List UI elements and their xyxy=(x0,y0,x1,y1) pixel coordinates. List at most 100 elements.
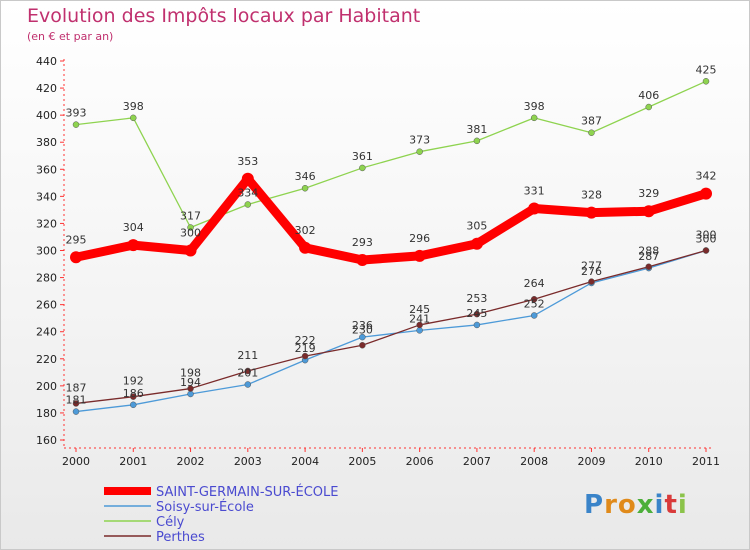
data-label: 406 xyxy=(638,89,659,102)
data-point xyxy=(244,367,252,375)
data-point xyxy=(187,385,194,392)
proxiti-logo: Proxiti xyxy=(584,490,688,520)
y-tick-label: 300 xyxy=(36,245,57,258)
data-point xyxy=(301,352,309,360)
data-label: 276 xyxy=(581,265,602,278)
data-point xyxy=(645,103,652,111)
x-tick-label: 2003 xyxy=(234,455,262,468)
chart-title: Evolution des Impôts locaux par Habitant xyxy=(27,5,421,27)
y-tick-label: 260 xyxy=(36,299,57,312)
data-point xyxy=(244,201,252,208)
data-label: 277 xyxy=(581,260,602,273)
y-tick-label: 180 xyxy=(36,407,57,420)
data-label: 334 xyxy=(237,186,258,199)
x-tick-label: 2010 xyxy=(635,455,663,468)
data-label: 192 xyxy=(123,375,144,388)
legend-label: Cély xyxy=(156,515,185,530)
series-line-2 xyxy=(75,80,707,229)
data-label: 264 xyxy=(524,277,545,290)
data-point xyxy=(700,187,712,200)
data-label: 398 xyxy=(123,100,144,113)
x-tick-label: 2008 xyxy=(520,455,548,468)
data-label: 302 xyxy=(295,224,316,237)
data-label: 346 xyxy=(295,170,316,183)
data-label: 295 xyxy=(66,233,87,246)
data-label: 236 xyxy=(352,319,373,332)
data-point xyxy=(530,295,538,303)
data-point xyxy=(299,241,312,254)
x-tick-label: 2007 xyxy=(463,455,491,468)
y-tick-label: 420 xyxy=(36,82,57,95)
y-tick-label: 380 xyxy=(36,136,57,149)
y-tick-label: 280 xyxy=(36,272,57,285)
logo-letter: o xyxy=(617,490,637,520)
logo-letter: i xyxy=(654,490,665,520)
data-point xyxy=(530,312,538,319)
data-point xyxy=(241,172,254,185)
data-label: 329 xyxy=(638,187,659,200)
x-tick-label: 2002 xyxy=(177,455,205,468)
data-label: 181 xyxy=(66,394,87,407)
data-label: 425 xyxy=(696,63,717,76)
y-tick-label: 440 xyxy=(36,55,57,68)
data-label: 300 xyxy=(180,227,201,240)
data-label: 342 xyxy=(696,170,717,183)
x-tick-label: 2004 xyxy=(291,455,319,468)
data-label: 393 xyxy=(66,107,87,120)
data-point xyxy=(130,393,137,400)
data-label: 253 xyxy=(466,292,487,305)
data-point xyxy=(528,202,541,215)
data-label: 186 xyxy=(123,387,144,400)
data-point xyxy=(70,251,82,264)
data-label: 194 xyxy=(180,376,201,389)
data-label: 222 xyxy=(295,334,316,347)
data-point xyxy=(473,310,481,318)
data-point xyxy=(416,327,423,334)
data-point xyxy=(72,400,80,407)
data-label: 241 xyxy=(409,312,430,325)
x-tick-label: 2001 xyxy=(119,455,147,468)
logo-letter: x xyxy=(636,490,655,520)
data-label: 287 xyxy=(638,250,659,263)
data-point xyxy=(588,129,595,136)
data-label: 252 xyxy=(524,297,545,310)
data-point xyxy=(413,249,426,262)
data-point xyxy=(187,224,194,231)
data-label: 245 xyxy=(466,307,487,320)
data-label: 219 xyxy=(295,342,316,355)
legend-label: SAINT-GERMAIN-SUR-ÉCOLE xyxy=(156,484,338,500)
x-tick-label: 2005 xyxy=(348,455,376,468)
legend-label: Perthes xyxy=(156,530,205,545)
data-point xyxy=(359,333,366,341)
x-tick-label: 2009 xyxy=(577,455,605,468)
legend-label: Soisy-sur-École xyxy=(156,499,254,515)
data-label: 361 xyxy=(352,150,373,163)
data-label: 331 xyxy=(524,185,545,198)
data-point xyxy=(473,137,481,145)
data-label: 211 xyxy=(237,349,258,362)
y-tick-label: 200 xyxy=(36,380,57,393)
data-point xyxy=(530,114,538,122)
data-point xyxy=(416,148,423,155)
y-tick-label: 360 xyxy=(36,163,57,176)
data-label: 305 xyxy=(466,220,487,233)
data-point xyxy=(127,239,140,252)
data-label: 288 xyxy=(638,245,659,258)
data-label: 387 xyxy=(581,115,602,128)
y-tick-label: 340 xyxy=(36,190,57,203)
data-point xyxy=(130,114,137,122)
data-label: 398 xyxy=(524,100,545,113)
y-tick-label: 220 xyxy=(36,353,57,366)
data-point xyxy=(184,244,197,257)
series-line-3 xyxy=(75,249,707,405)
data-point xyxy=(416,321,423,329)
logo-letter: r xyxy=(604,490,618,520)
data-point xyxy=(187,390,194,398)
data-label: 296 xyxy=(409,232,430,245)
data-point xyxy=(356,253,369,266)
data-point xyxy=(588,278,595,285)
data-point xyxy=(585,206,598,219)
series-line-1 xyxy=(75,249,707,413)
